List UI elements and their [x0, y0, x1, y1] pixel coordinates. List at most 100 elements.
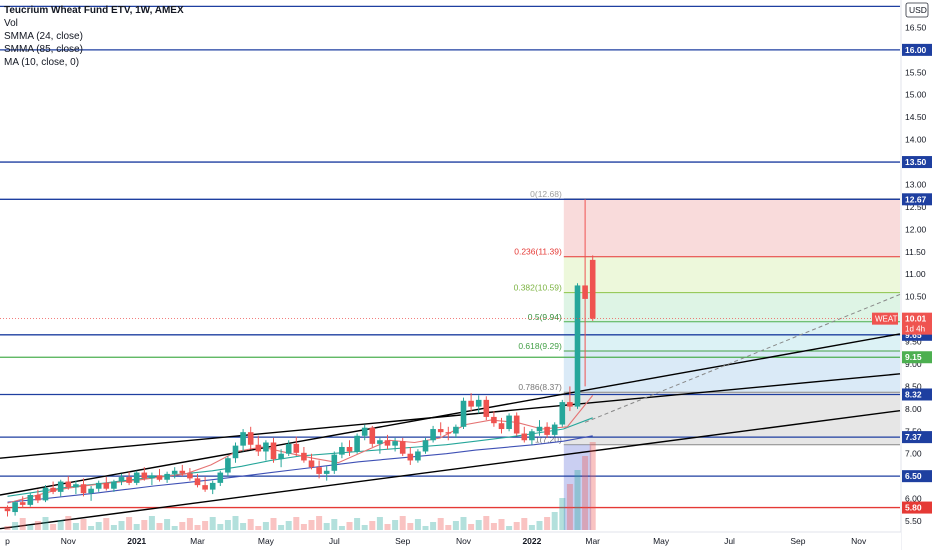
candle — [194, 473, 201, 488]
fib-zone — [563, 292, 900, 322]
candle — [73, 480, 79, 495]
price-tick-label: 7.00 — [905, 449, 922, 459]
candle — [27, 493, 34, 507]
trend-channel-line — [0, 333, 901, 496]
candle — [247, 426, 254, 450]
price-level-tag: 5.80 — [902, 501, 932, 514]
volume-bar — [65, 516, 72, 530]
volume-bar — [437, 518, 444, 530]
candle-body — [422, 440, 429, 452]
candle-body — [346, 446, 353, 452]
volume-bar — [300, 524, 307, 530]
candle — [437, 422, 444, 436]
candle-body — [468, 400, 474, 407]
candle — [529, 429, 535, 445]
candle-body — [149, 475, 155, 479]
projection-dashed-line — [584, 293, 901, 423]
volume-bar — [323, 523, 330, 530]
price-level-tag-text: 9.65 — [905, 330, 922, 340]
price-tick-label: 11.00 — [905, 269, 926, 279]
time-tick-label: Mar — [190, 536, 205, 546]
fib-zone — [563, 321, 900, 351]
time-tick-label: 2022 — [522, 536, 541, 546]
candle-body — [194, 478, 201, 486]
candle-body — [392, 441, 398, 446]
price-axis-bg — [901, 0, 932, 550]
candle-body — [308, 460, 315, 468]
candle-body — [19, 502, 26, 505]
candle — [415, 449, 421, 463]
volume-bar — [278, 525, 285, 530]
volume-bar — [399, 516, 406, 530]
legend-title: Teucrium Wheat Fund ETV, 1W, AMEX — [4, 5, 184, 16]
candle — [209, 480, 216, 495]
time-tick-label: p — [5, 536, 10, 546]
volume-bar — [551, 512, 558, 530]
volume-bar — [308, 520, 315, 530]
candle-body — [513, 415, 520, 434]
candle — [118, 473, 125, 486]
price-level-tag-text: 16.00 — [905, 45, 927, 55]
legend-item-smma24[interactable]: SMMA (24, close) — [4, 31, 83, 42]
candle-body — [354, 435, 360, 452]
candle — [4, 505, 11, 517]
candle — [50, 481, 56, 495]
candle-body — [73, 484, 79, 488]
candle — [95, 480, 102, 492]
volume-bar — [156, 523, 163, 530]
candle-body — [460, 400, 467, 427]
time-tick-label: Sep — [395, 536, 410, 546]
legend-item-smma85[interactable]: SMMA (85, close) — [4, 44, 83, 55]
fib-label: 1(7.20) — [535, 435, 562, 445]
volume-bar — [445, 525, 452, 530]
candle-body — [301, 452, 307, 461]
volume-bar — [133, 524, 140, 530]
time-tick-label: Mar — [585, 536, 600, 546]
price-level-tag: 9.15 — [902, 351, 932, 364]
candle — [293, 436, 300, 456]
price-tick-label: 12.50 — [905, 202, 927, 212]
candle-body — [574, 285, 581, 407]
candle — [430, 425, 436, 443]
candle — [232, 442, 239, 463]
candle-body — [453, 426, 459, 434]
price-level-tag-text: 13.50 — [905, 157, 927, 167]
volume-bar — [285, 521, 292, 530]
candle — [149, 472, 155, 486]
candle-body — [339, 446, 345, 455]
candle — [567, 386, 573, 412]
volume-bar — [338, 526, 345, 530]
volume-bar — [574, 470, 581, 530]
price-level-tag-text: 6.50 — [905, 471, 922, 481]
candle-body — [164, 473, 170, 480]
volume-bar — [407, 523, 414, 530]
volume-bar — [57, 520, 64, 530]
candle-body — [529, 431, 535, 441]
volume-bar — [224, 520, 231, 530]
candle-body — [35, 495, 41, 501]
candle-body — [225, 458, 231, 473]
candle — [574, 283, 581, 409]
candle — [589, 255, 596, 321]
candle — [141, 467, 148, 481]
price-tick-label: 6.00 — [905, 494, 922, 504]
candle-body — [483, 399, 490, 417]
candle — [445, 426, 452, 441]
candle — [582, 199, 588, 387]
volume-bar — [354, 518, 361, 530]
volume-bar — [430, 522, 437, 530]
volume-bar — [490, 523, 497, 530]
legend-item-vol[interactable]: Vol — [4, 18, 18, 29]
candle — [133, 470, 140, 486]
volume-bar — [521, 518, 528, 530]
candle-body — [278, 453, 284, 460]
price-level-tag: 8.32 — [902, 388, 932, 401]
candle — [559, 399, 566, 427]
fib-label: 0(12.68) — [530, 189, 562, 199]
current-price-tag-bg — [902, 312, 932, 335]
legend-item-ma10[interactable]: MA (10, close, 0) — [4, 57, 80, 68]
price-level-tag-bg — [902, 431, 932, 444]
chart-legend: Teucrium Wheat Fund ETV, 1W, AMEX Vol SM… — [4, 4, 184, 69]
